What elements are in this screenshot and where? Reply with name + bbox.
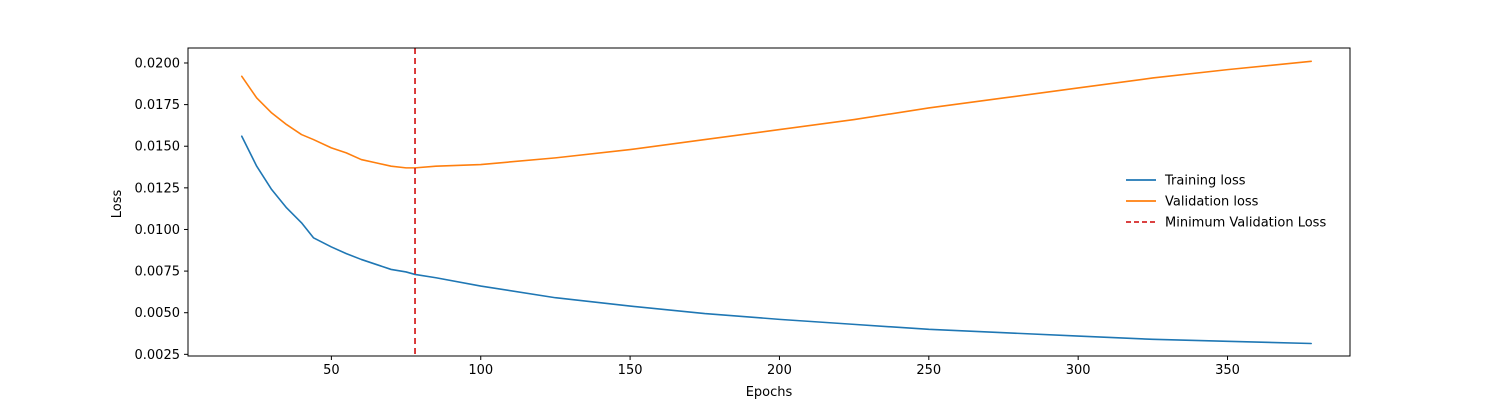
legend-label: Validation loss: [1165, 195, 1259, 210]
y-tick-label: 0.0050: [135, 306, 181, 321]
plot-area: [240, 48, 1312, 356]
legend-label: Training loss: [1164, 174, 1246, 189]
x-tick-label: 300: [1066, 363, 1091, 378]
legend: Training loss Validation loss Minimum Vali…: [1126, 174, 1326, 231]
series-line-1: [240, 60, 1312, 169]
plot-frame: [187, 47, 1351, 357]
series-line-0: [240, 135, 1312, 345]
y-axis: 0.0025 0.0050 0.0075 0.0100 0.0125 0.0150 0.01…: [135, 56, 188, 363]
x-tick-label: 150: [618, 363, 643, 378]
x-tick-label: 50: [323, 363, 340, 378]
y-tick-label: 0.0175: [135, 98, 181, 113]
x-tick-label: 250: [916, 363, 941, 378]
x-tick-label: 350: [1215, 363, 1240, 378]
x-tick-label: 100: [468, 363, 493, 378]
y-tick-label: 0.0150: [135, 140, 181, 155]
y-tick-label: 0.0075: [135, 265, 181, 280]
y-tick-label: 0.0025: [135, 348, 181, 363]
y-tick-label: 0.0200: [135, 56, 181, 71]
x-axis-label: Epochs: [746, 385, 793, 400]
x-axis: 50 100 150 200 250 300 350: [323, 356, 1240, 378]
y-axis-label: Loss: [110, 190, 125, 219]
y-tick-label: 0.0100: [135, 223, 181, 238]
y-tick-label: 0.0125: [135, 181, 181, 196]
x-tick-label: 200: [767, 363, 792, 378]
legend-label: Minimum Validation Loss: [1165, 216, 1326, 231]
